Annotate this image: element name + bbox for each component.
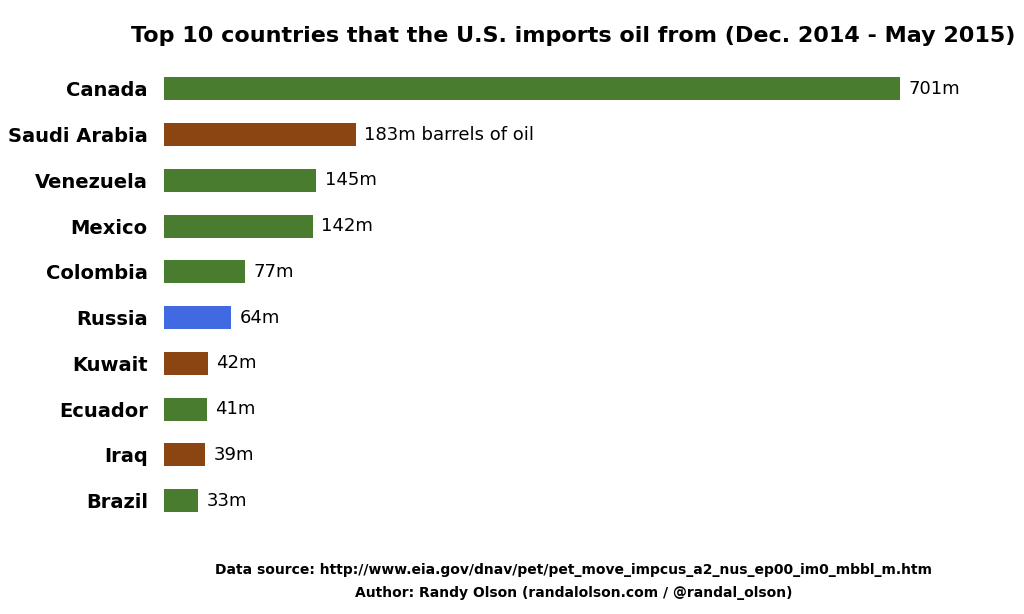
Text: 142m: 142m bbox=[322, 217, 374, 235]
Bar bbox=[164, 215, 313, 238]
Text: 145m: 145m bbox=[325, 171, 377, 189]
Bar bbox=[164, 260, 245, 283]
Bar bbox=[164, 489, 199, 512]
Text: 42m: 42m bbox=[216, 354, 257, 372]
Text: 183m barrels of oil: 183m barrels of oil bbox=[365, 126, 535, 144]
Bar bbox=[164, 123, 356, 146]
Bar bbox=[164, 306, 231, 329]
Bar bbox=[164, 352, 208, 375]
Text: 39m: 39m bbox=[213, 446, 254, 464]
Bar bbox=[164, 77, 900, 100]
Bar bbox=[164, 443, 205, 466]
Text: Data source: http://www.eia.gov/dnav/pet/pet_move_impcus_a2_nus_ep00_im0_mbbl_m.: Data source: http://www.eia.gov/dnav/pet… bbox=[215, 563, 932, 577]
Text: 33m: 33m bbox=[207, 492, 248, 510]
Bar bbox=[164, 398, 207, 421]
Text: 701m: 701m bbox=[908, 80, 961, 98]
Text: 64m: 64m bbox=[240, 309, 280, 327]
Text: 41m: 41m bbox=[215, 400, 256, 418]
Text: Author: Randy Olson (randalolson.com / @randal_olson): Author: Randy Olson (randalolson.com / @… bbox=[354, 586, 793, 600]
Title: Top 10 countries that the U.S. imports oil from (Dec. 2014 - May 2015): Top 10 countries that the U.S. imports o… bbox=[131, 26, 1016, 46]
Bar bbox=[164, 169, 316, 192]
Text: 77m: 77m bbox=[253, 263, 294, 281]
